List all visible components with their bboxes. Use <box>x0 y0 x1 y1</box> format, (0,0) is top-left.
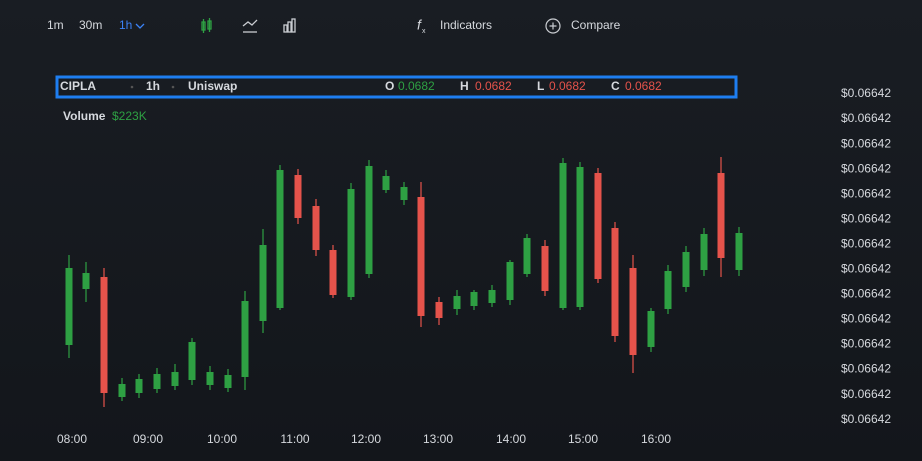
candle-body <box>365 166 373 274</box>
y-axis-label: $0.06642 <box>841 186 891 200</box>
candle-body <box>506 262 514 300</box>
ohlc-label: C <box>611 79 620 93</box>
y-axis-label: $0.06642 <box>841 236 891 250</box>
candle-body <box>435 302 443 318</box>
y-axis-label: $0.06642 <box>841 161 891 175</box>
y-axis-label: $0.06642 <box>841 387 891 401</box>
candle-body <box>470 292 478 306</box>
volume-value: $223K <box>112 109 147 123</box>
ohlc-value: 0.0682 <box>475 79 512 93</box>
interval: 1h <box>146 79 160 93</box>
candle-body <box>65 268 73 345</box>
y-axis-label: $0.06642 <box>841 136 891 150</box>
candle-body <box>523 238 531 274</box>
ohlc-label: O <box>385 79 394 93</box>
candle-body <box>576 167 584 307</box>
x-axis-label: 15:00 <box>568 432 598 446</box>
compare-icon[interactable] <box>549 22 557 30</box>
candle-body <box>135 379 143 393</box>
x-axis-label: 09:00 <box>133 432 163 446</box>
fx-icon[interactable]: x <box>422 28 426 35</box>
x-axis-label: 16:00 <box>641 432 671 446</box>
candle-body <box>259 245 267 321</box>
line-chart-icon[interactable] <box>242 19 258 33</box>
dropdown-arrow[interactable] <box>135 23 145 29</box>
candle-body <box>100 277 108 393</box>
x-axis-label: 08:00 <box>57 432 87 446</box>
compare-icon[interactable] <box>545 18 561 34</box>
candle-body <box>347 189 355 297</box>
x-axis-label: 11:00 <box>280 432 309 446</box>
candle-body <box>224 375 232 388</box>
candle-body <box>276 170 284 308</box>
ohlc-value: 0.0682 <box>625 79 662 93</box>
candle-body <box>700 234 708 270</box>
candle-body <box>611 228 619 336</box>
x-axis-label: 13:00 <box>423 432 453 446</box>
candle-body <box>735 233 743 270</box>
candle-body <box>453 296 461 309</box>
candle-body <box>417 197 425 316</box>
candle-body <box>629 268 637 355</box>
ohlc-value: 0.0682 <box>398 79 435 93</box>
candle-body <box>153 374 161 389</box>
x-axis-label: 12:00 <box>351 432 381 446</box>
x-axis-label: 14:00 <box>496 432 526 446</box>
candle-body <box>294 175 302 218</box>
candle-body <box>82 273 90 289</box>
legend-highlight <box>55 75 738 99</box>
separator <box>171 85 175 89</box>
candle-body <box>647 311 655 347</box>
candle-body <box>594 173 602 279</box>
ohlc-value: 0.0682 <box>549 79 586 93</box>
timeframe-button[interactable]: 1m <box>47 18 64 32</box>
timeframe-button[interactable]: 30m <box>79 18 102 32</box>
candle-body <box>682 252 690 287</box>
compare-button[interactable]: Compare <box>571 18 621 32</box>
y-axis-label: $0.06642 <box>841 86 891 100</box>
fx-icon[interactable]: f <box>417 17 423 33</box>
candle-body <box>541 246 549 291</box>
candle-body <box>559 163 567 308</box>
bar-chart-icon[interactable] <box>283 18 296 33</box>
indicators-button[interactable]: Indicators <box>440 18 492 32</box>
candle-body <box>382 176 390 190</box>
timeframe-button-active[interactable]: 1h <box>119 18 132 32</box>
y-axis-label: $0.06642 <box>841 362 891 376</box>
candle-body <box>118 384 126 397</box>
volume-label: Volume <box>63 109 106 123</box>
ohlc-label: H <box>460 79 469 93</box>
y-axis-label: $0.06642 <box>841 211 891 225</box>
candle-body <box>206 372 214 385</box>
y-axis-label: $0.06642 <box>841 262 891 276</box>
y-axis-label: $0.06642 <box>841 337 891 351</box>
candle-body <box>329 250 337 295</box>
candle-body <box>717 173 725 258</box>
y-axis-label: $0.06642 <box>841 111 891 125</box>
symbol: CIPLA <box>60 79 96 93</box>
candle-body <box>171 372 179 386</box>
candle-body <box>312 206 320 250</box>
ohlc-label: L <box>537 79 544 93</box>
y-axis-label: $0.06642 <box>841 412 891 426</box>
y-axis-label: $0.06642 <box>841 312 891 326</box>
separator <box>130 85 134 89</box>
candle-body <box>188 342 196 380</box>
exchange: Uniswap <box>188 79 237 93</box>
y-axis-label: $0.06642 <box>841 287 891 301</box>
candle-icon[interactable] <box>201 18 212 33</box>
candle-body <box>488 290 496 303</box>
x-axis-label: 10:00 <box>207 432 237 446</box>
candle-body <box>241 301 249 377</box>
candle-body <box>664 271 672 309</box>
candle-body <box>400 187 408 200</box>
